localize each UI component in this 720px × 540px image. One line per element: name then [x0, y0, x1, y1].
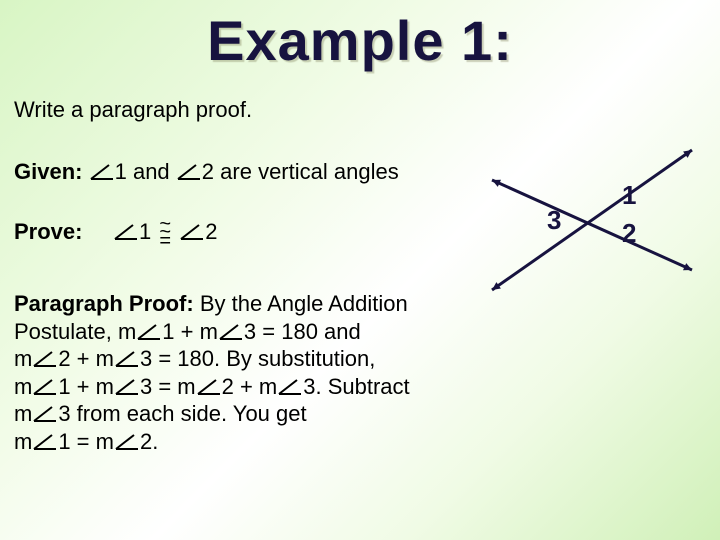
proof-text: 3 = 180 and [244, 319, 361, 344]
page-title: Example 1: [0, 8, 720, 73]
prove-right: 2 [205, 219, 217, 244]
angle-icon [114, 378, 140, 396]
prove-left: 1 [139, 219, 151, 244]
angle-icon [32, 433, 58, 451]
angle-icon [218, 323, 244, 341]
proof-text: m [14, 374, 32, 399]
proof-text: m [14, 401, 32, 426]
proof-text: 3. Subtract [303, 374, 409, 399]
given-mid: and [127, 159, 170, 184]
proof-text: 1 + m [58, 374, 114, 399]
angles-diagram: 1 2 3 [482, 140, 702, 300]
angle-icon [32, 350, 58, 368]
proof-text: m [14, 429, 32, 454]
given-angle-2: 2 [202, 159, 214, 184]
proof-text: 1 + m [162, 319, 218, 344]
diagram-label-1: 1 [622, 180, 636, 211]
proof-paragraph: Paragraph Proof: By the Angle Addition P… [14, 290, 476, 455]
angle-icon [32, 405, 58, 423]
proof-text: m [14, 346, 32, 371]
angle-icon [277, 378, 303, 396]
diagram-label-3: 3 [547, 205, 561, 236]
angle-icon [179, 223, 205, 241]
angle-icon [114, 350, 140, 368]
given-angle-1: 1 [115, 159, 127, 184]
instruction-text: Write a paragraph proof. [14, 96, 444, 124]
congruent-icon: ~~= [159, 220, 171, 246]
angle-icon [136, 323, 162, 341]
proof-text: 3 from each side. You get [58, 401, 306, 426]
angle-icon [114, 433, 140, 451]
proof-text: 3 = 180. By substitution, [140, 346, 375, 371]
angle-icon [32, 378, 58, 396]
proof-text: 2 + m [58, 346, 114, 371]
proof-text: By the Angle Addition [194, 291, 408, 316]
diagram-label-2: 2 [622, 218, 636, 249]
angle-icon [196, 378, 222, 396]
proof-text: 2. [140, 429, 158, 454]
given-line: Given: 1 and 2 are vertical angles [14, 158, 454, 186]
prove-label: Prove: [14, 219, 82, 244]
angle-icon [113, 223, 139, 241]
proof-text: 1 = m [58, 429, 114, 454]
proof-text: Postulate, m [14, 319, 136, 344]
diagram-svg [482, 140, 702, 300]
prove-line: Prove: 1 ~~= 2 [14, 218, 444, 246]
proof-text: 2 + m [222, 374, 278, 399]
proof-text: 3 = m [140, 374, 196, 399]
proof-label: Paragraph Proof: [14, 291, 194, 316]
angle-icon [176, 163, 202, 181]
angle-icon [89, 163, 115, 181]
given-label: Given: [14, 159, 82, 184]
given-tail: are vertical angles [214, 159, 399, 184]
